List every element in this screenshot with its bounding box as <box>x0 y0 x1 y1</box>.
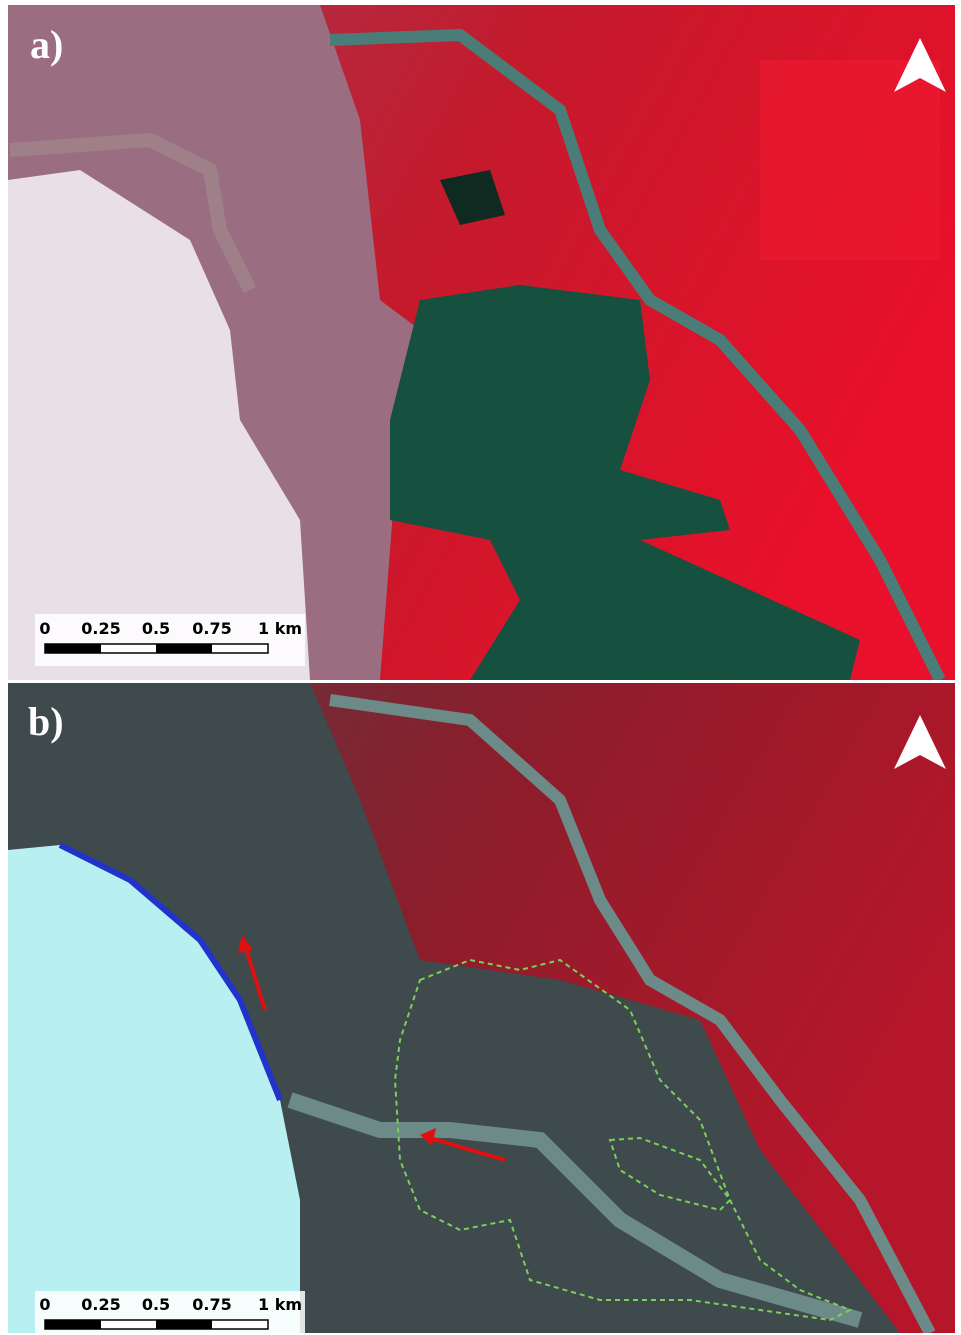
panel-a-image <box>8 5 955 680</box>
scale-bar: 0 0.25 0.5 0.75 1 km <box>35 614 305 666</box>
scale-label: 0.5 <box>142 619 170 638</box>
scale-label: 0.75 <box>192 1295 231 1314</box>
figure: a) 0 0.25 0.5 0.75 1 km b) 0 0.25 0.5 0.… <box>0 0 961 1335</box>
scale-bar: 0 0.25 0.5 0.75 1 km <box>35 1291 305 1333</box>
scale-label: 0 <box>39 1295 50 1314</box>
scale-label: 0.5 <box>142 1295 170 1314</box>
panel-label: a) <box>30 22 63 67</box>
scale-label: 0 <box>39 619 50 638</box>
scale-label: 0.75 <box>192 619 231 638</box>
scale-label: 0.25 <box>81 1295 120 1314</box>
scale-label: 0.25 <box>81 619 120 638</box>
scale-label: 1 km <box>258 1295 302 1314</box>
scale-label: 1 km <box>258 619 302 638</box>
panel-label: b) <box>28 699 64 744</box>
panel-b-image <box>8 683 955 1333</box>
